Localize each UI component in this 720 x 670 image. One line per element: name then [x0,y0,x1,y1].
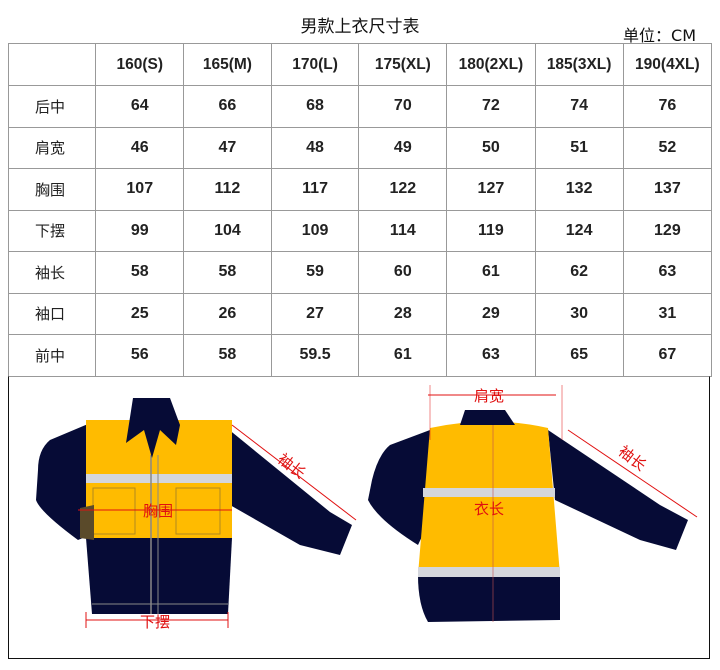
table-cell: 99 [95,209,185,252]
table-cell: 72 [446,85,536,128]
table-cell: 67 [622,334,713,377]
table-cell: 60 [358,251,448,294]
table-cell: 124 [534,209,624,252]
table-cell: 63 [622,251,713,294]
table-cell: 50 [446,126,536,169]
back-right-sleeve [548,430,688,550]
table-cell: 74 [534,85,624,128]
front-collar [126,398,180,458]
header-row: 160(S) 165(M) 170(L) 175(XL) 180(2XL) 185(3XL… [7,43,713,86]
table-cell: 26 [183,292,272,335]
column-header [7,43,97,86]
front-left-sleeve [36,424,90,540]
table-cell: 48 [270,126,360,169]
row-label: 胸围 [7,168,97,211]
table-cell: 114 [358,209,448,252]
row-label: 袖长 [7,251,97,294]
table-cell: 47 [183,126,272,169]
column-header: 185(3XL) [534,43,624,86]
row-label: 下摆 [7,209,97,252]
hem-label: 下摆 [140,613,170,631]
back-left-sleeve [368,430,430,545]
length-label: 衣长 [474,500,504,518]
column-header: 180(2XL) [446,43,536,86]
table-cell: 76 [622,85,713,128]
front-reflective-stripe [86,474,232,483]
right-pocket [175,487,221,535]
table-row: 袖口 25 26 27 28 29 30 31 [7,292,713,335]
column-header: 160(S) [95,43,185,86]
table-row: 前中 56 58 59.5 61 63 65 67 [7,334,713,377]
diagram-frame [8,376,710,659]
back-stripe-2 [418,567,560,577]
table-cell: 29 [446,292,536,335]
row-label: 肩宽 [7,126,97,169]
table-cell: 66 [183,85,272,128]
back-body-yellow [418,421,560,575]
measure-lines [78,385,698,628]
table-row: 袖长 58 58 59 60 61 62 63 [7,251,713,294]
back-sleeve-label: 袖长 [615,442,650,475]
front-jacket [36,398,352,614]
back-jacket [368,410,688,622]
column-header: 170(L) [270,43,360,86]
table-cell: 62 [534,251,624,294]
table-cell: 59.5 [270,334,360,377]
front-body-navy [86,538,232,614]
back-body-navy [418,575,560,622]
table-cell: 30 [534,292,624,335]
chest-label: 胸围 [143,502,173,520]
table-cell: 122 [358,168,448,211]
table-cell: 61 [358,334,448,377]
table-cell: 28 [358,292,448,335]
table-cell: 104 [183,209,272,252]
table-row: 肩宽 46 47 48 49 50 51 52 [7,126,713,169]
column-header: 165(M) [183,43,272,86]
table-cell: 109 [270,209,360,252]
size-table: 160(S) 165(M) 170(L) 175(XL) 180(2XL) 185(3XL… [7,43,713,377]
table-cell: 56 [95,334,185,377]
table-cell: 65 [534,334,624,377]
table-cell: 137 [622,168,713,211]
front-right-sleeve [222,424,352,555]
row-label: 前中 [7,334,97,377]
table-cell: 132 [534,168,624,211]
back-collar [460,410,515,425]
table-cell: 58 [95,251,185,294]
page-title: 男款上衣尺寸表 [300,17,420,37]
table-row: 胸围 107 112 117 122 127 132 137 [7,168,713,211]
column-header: 190(4XL) [622,43,713,86]
table-cell: 63 [446,334,536,377]
table-cell: 64 [95,85,185,128]
side-patch [80,505,94,540]
shoulder-label: 肩宽 [474,387,504,405]
table-cell: 129 [622,209,713,252]
table-cell: 58 [183,334,272,377]
unit-label: 单位：CM [623,26,696,45]
back-stripe-1 [423,488,555,497]
row-label: 袖口 [7,292,97,335]
table-cell: 58 [183,251,272,294]
table-cell: 27 [270,292,360,335]
